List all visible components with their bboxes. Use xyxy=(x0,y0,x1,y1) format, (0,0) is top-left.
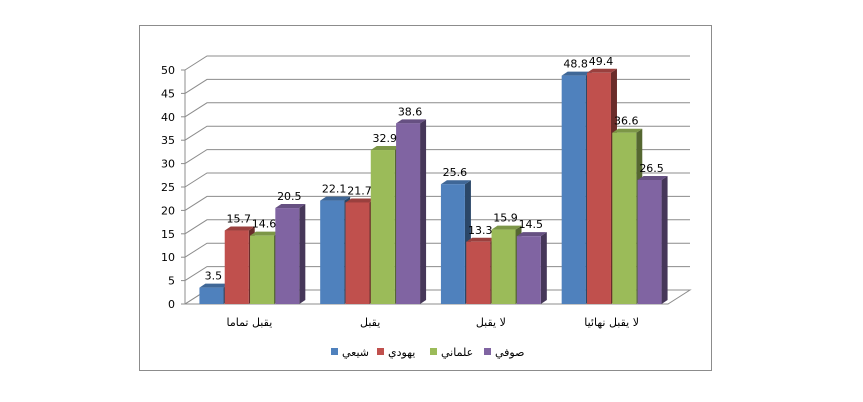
data-label: 22.1 xyxy=(322,183,347,196)
category-labels: يقبل تماما يقبل لا يقبل لا يقبل نهائيا xyxy=(226,316,639,329)
y-tick-label: 5 xyxy=(168,275,175,288)
legend-swatch xyxy=(331,348,338,355)
y-tick-label: 40 xyxy=(161,111,175,124)
bar-top xyxy=(637,175,668,180)
legend-label: يهودي xyxy=(388,346,415,359)
bar-front xyxy=(275,208,300,304)
data-label: 38.6 xyxy=(398,105,423,118)
gridline xyxy=(184,55,690,71)
bar-top xyxy=(320,196,351,201)
category-label: يقبل xyxy=(360,316,380,329)
bar-side xyxy=(420,119,427,305)
legend-label: علماني xyxy=(441,346,473,359)
bar-front xyxy=(612,132,637,304)
bar-front xyxy=(345,202,370,304)
bar xyxy=(275,204,306,304)
bar-top xyxy=(250,231,281,236)
category-label: لا يقبل xyxy=(476,316,506,329)
category-label: لا يقبل نهائيا xyxy=(584,316,639,329)
y-tick-label: 50 xyxy=(161,64,175,77)
gridline xyxy=(184,125,690,141)
gridline xyxy=(184,219,690,235)
legend-item: علماني xyxy=(430,346,473,359)
bar-front xyxy=(516,236,541,304)
data-label: 32.9 xyxy=(373,132,398,145)
bar xyxy=(637,175,668,304)
bar-top xyxy=(491,225,522,230)
gridline xyxy=(184,149,690,165)
bar-top xyxy=(516,232,547,237)
legend-label: شيعي xyxy=(342,346,369,359)
bar-front xyxy=(250,235,275,304)
y-tick-label: 10 xyxy=(161,251,175,264)
bar-top xyxy=(466,237,497,242)
bar-top xyxy=(199,283,230,288)
y-tick-label: 35 xyxy=(161,134,175,147)
data-label: 13.3 xyxy=(468,224,493,237)
data-label: 14.6 xyxy=(252,218,277,231)
y-tick-label: 30 xyxy=(161,158,175,171)
gridline xyxy=(184,102,690,118)
bar-front xyxy=(199,287,224,304)
data-label: 36.6 xyxy=(614,115,639,128)
data-label: 26.5 xyxy=(639,162,664,175)
bar-top xyxy=(396,119,427,124)
bar-front xyxy=(586,72,611,304)
bar-top xyxy=(370,146,401,151)
bar-front xyxy=(320,200,345,304)
y-tick-label: 25 xyxy=(161,181,175,194)
bar-top xyxy=(275,204,306,209)
legend-swatch xyxy=(484,348,491,355)
data-label: 25.6 xyxy=(443,166,468,179)
bar-top xyxy=(586,68,617,73)
y-tick-label: 0 xyxy=(168,298,175,311)
y-axis-ticks: 0 5 10 15 20 25 30 35 40 45 50 xyxy=(161,64,175,311)
legend-item: شيعي xyxy=(331,346,369,359)
legend-swatch xyxy=(377,348,384,355)
bar-top xyxy=(345,198,376,203)
gridline xyxy=(184,78,690,94)
bar-top xyxy=(224,226,255,231)
bar-side xyxy=(299,204,306,304)
legend-label: صوفي xyxy=(495,346,524,359)
bar-front xyxy=(224,230,249,304)
bar xyxy=(440,180,471,304)
y-tick-label: 20 xyxy=(161,204,175,217)
bar-side xyxy=(540,232,547,304)
bar-front xyxy=(491,229,516,304)
bar-top xyxy=(440,180,471,185)
legend-swatch xyxy=(430,348,437,355)
data-label: 15.9 xyxy=(493,212,518,225)
data-label: 3.5 xyxy=(205,270,223,283)
legend-item: يهودي xyxy=(377,346,415,359)
bar-front xyxy=(637,179,662,304)
bar-front xyxy=(561,75,586,304)
legend: شيعي يهودي علماني صوفي xyxy=(331,346,524,359)
data-labels: 3.515.7 14.620.522.1 21.732.938.625.613.31… xyxy=(205,55,664,283)
y-tick-label: 45 xyxy=(161,87,175,100)
data-label: 49.4 xyxy=(589,55,614,68)
category-label: يقبل تماما xyxy=(226,316,272,329)
data-label: 20.5 xyxy=(277,190,302,203)
bar-front xyxy=(370,150,395,304)
bar xyxy=(396,119,427,305)
bar xyxy=(516,232,547,304)
data-label: 15.7 xyxy=(226,213,251,226)
bar-top xyxy=(612,128,643,133)
data-label: 48.8 xyxy=(563,58,588,71)
bar-side xyxy=(661,175,668,304)
gridline xyxy=(184,172,690,188)
bars xyxy=(199,68,668,305)
bar-front xyxy=(396,123,421,305)
data-label: 21.7 xyxy=(347,184,372,197)
y-tick-label: 15 xyxy=(161,228,175,241)
bar-top xyxy=(561,71,592,76)
bar-front xyxy=(440,184,465,304)
gridline xyxy=(184,195,690,211)
bar-front xyxy=(466,241,491,304)
bar xyxy=(466,237,497,304)
legend-item: صوفي xyxy=(484,346,524,359)
data-label: 14.5 xyxy=(519,218,544,231)
